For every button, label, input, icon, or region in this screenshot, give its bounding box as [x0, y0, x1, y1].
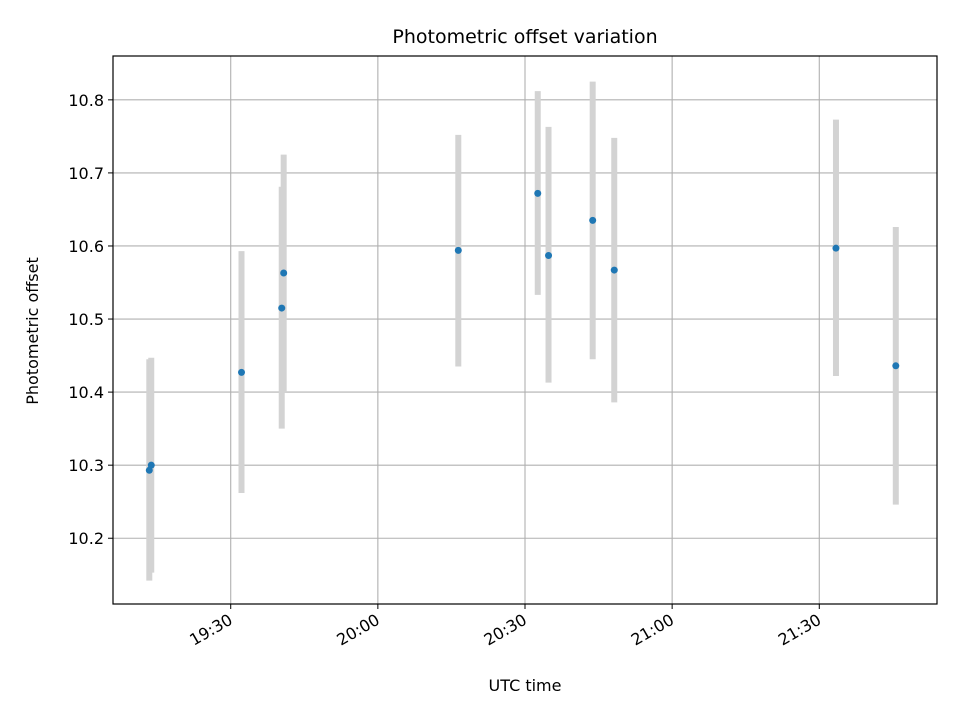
x-tick-label: 21:00 [628, 610, 677, 650]
y-tick-label: 10.3 [68, 456, 104, 475]
y-tick-label: 10.2 [68, 529, 104, 548]
data-point [454, 246, 462, 254]
chart-title: Photometric offset variation [392, 26, 657, 48]
x-tick-label: 20:30 [481, 610, 530, 650]
data-point [610, 266, 618, 274]
y-axis-label: Photometric offset [23, 257, 42, 405]
data-points [145, 189, 900, 474]
data-point [534, 189, 542, 197]
x-axis-ticks: 19:30 20:00 20:30 21:00 21:30 [186, 604, 824, 650]
y-tick-label: 10.4 [68, 383, 104, 402]
data-point [278, 304, 286, 312]
data-point [832, 244, 840, 252]
y-tick-label: 10.8 [68, 91, 104, 110]
y-tick-label: 10.7 [68, 164, 104, 183]
data-point [892, 362, 900, 370]
data-point [280, 269, 288, 277]
x-tick-label: 21:30 [775, 610, 824, 650]
y-tick-label: 10.6 [68, 237, 104, 256]
x-tick-label: 19:30 [186, 610, 235, 650]
data-point [589, 216, 597, 224]
data-point [147, 461, 155, 469]
error-bars [146, 81, 899, 581]
data-point [545, 251, 553, 259]
y-axis-ticks: 10.2 10.3 10.4 10.5 10.6 10.7 10.8 [68, 91, 113, 548]
x-axis-label: UTC time [489, 676, 562, 695]
y-tick-label: 10.5 [68, 310, 104, 329]
x-tick-label: 20:00 [333, 610, 382, 650]
data-point [238, 368, 246, 376]
grid [113, 56, 937, 604]
